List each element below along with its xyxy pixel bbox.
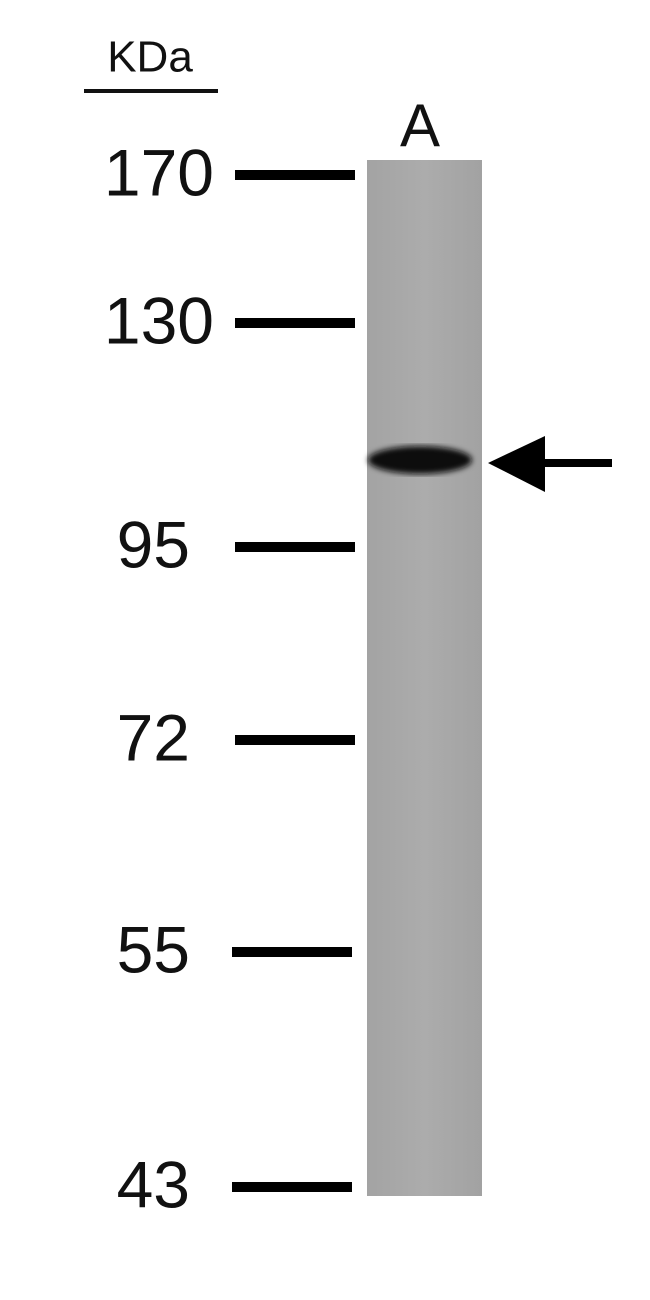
lane (367, 160, 482, 1196)
marker-label: 43 (117, 1147, 190, 1221)
marker-label: 130 (104, 283, 214, 357)
marker-label: 170 (104, 135, 214, 209)
band (368, 446, 472, 474)
marker-ladder: 170 130 95 72 55 43 (104, 135, 355, 1221)
marker-label: 55 (117, 912, 190, 986)
marker-label: 95 (117, 507, 190, 581)
lane-label: A (400, 92, 440, 159)
unit-label: KDa (107, 33, 193, 82)
marker-label: 72 (117, 700, 190, 774)
arrow (488, 436, 612, 492)
